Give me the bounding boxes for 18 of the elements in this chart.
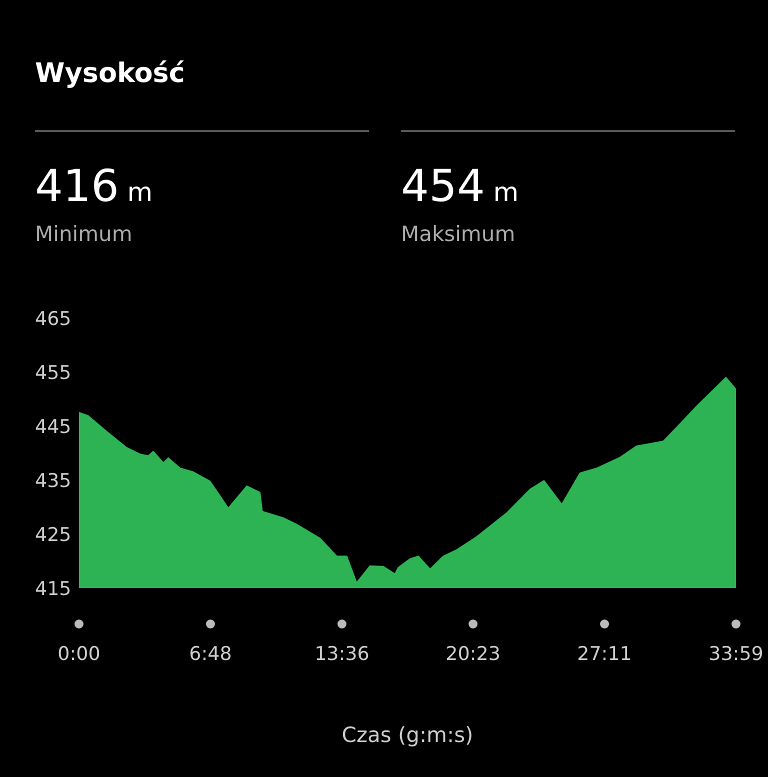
x-tick-label: 13:36 — [314, 643, 370, 665]
x-tick-label: 6:48 — [189, 643, 232, 665]
y-tick-label: 435 — [35, 470, 72, 492]
y-tick-label: 425 — [35, 524, 72, 546]
x-axis-title: Czas (g:m:s) — [342, 723, 474, 747]
x-tick-label: 0:00 — [58, 643, 100, 665]
x-tick-label: 27:11 — [577, 643, 632, 665]
y-tick-label: 445 — [35, 416, 72, 438]
y-tick-label: 415 — [35, 578, 72, 600]
chart-title: Wysokość — [35, 58, 185, 89]
text: Minimum — [35, 222, 134, 246]
x-tick-label: 33:59 — [708, 643, 764, 665]
text: 416 m — [35, 161, 154, 214]
text: Maksimum — [401, 222, 516, 246]
y-tick-label: 455 — [35, 362, 72, 384]
x-tick-label: 20:23 — [446, 643, 500, 665]
y-tick-label: 465 — [35, 308, 72, 330]
text: 454 m — [401, 161, 520, 214]
